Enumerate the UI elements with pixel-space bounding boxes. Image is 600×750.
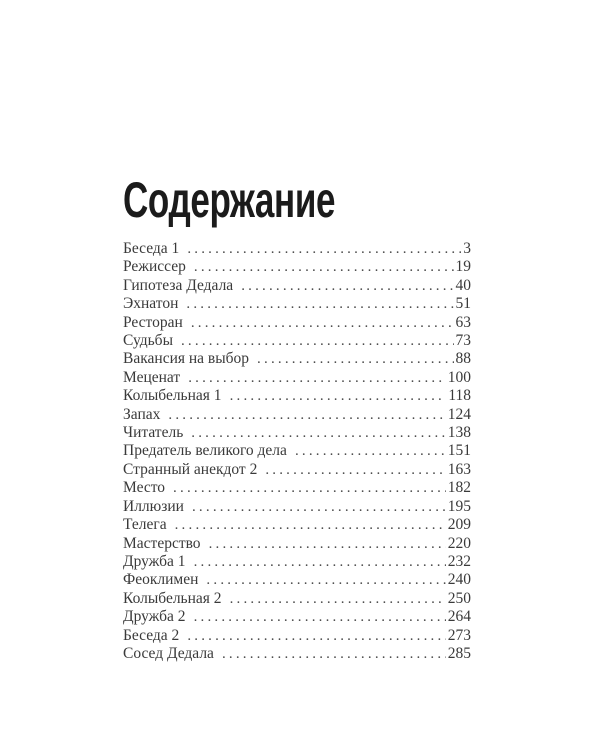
dot-leader [191, 314, 454, 332]
toc-entry-page-number: 51 [455, 295, 472, 313]
toc-entry-label: Предатель великого дела [123, 442, 287, 460]
dot-leader [241, 277, 453, 295]
dot-leader [222, 645, 446, 663]
toc-entry: Колыбельная 2 250 [123, 590, 471, 608]
toc-entry: Дружба 1 232 [123, 553, 471, 571]
toc-entry-page-number: 220 [447, 534, 471, 552]
toc-entry-page-number: 73 [455, 332, 472, 350]
toc-entry-label: Гипотеза Дедала [123, 276, 234, 294]
toc-entry: Дружба 2 264 [123, 608, 471, 626]
dot-leader [209, 535, 446, 553]
toc-entry-page-number: 100 [447, 368, 471, 386]
dot-leader [265, 461, 445, 479]
dot-leader [230, 590, 446, 608]
dot-leader [175, 516, 446, 534]
toc-entry-page-number: 240 [447, 571, 471, 589]
toc-entry-label: Феоклимен [123, 571, 199, 589]
toc-entry-page-number: 232 [447, 552, 471, 570]
dot-leader [230, 387, 447, 405]
toc-entry: Беседа 1 3 [123, 240, 471, 258]
toc-entry-page-number: 19 [455, 258, 472, 276]
dot-leader [168, 406, 445, 424]
toc-entry-label: Эхнатон [123, 295, 179, 313]
toc-entry: Колыбельная 1 118 [123, 387, 471, 405]
toc-entry-page-number: 264 [447, 608, 471, 626]
toc-entry: Место 182 [123, 479, 471, 497]
toc-entry-label: Мастерство [123, 534, 201, 552]
toc-entry-page-number: 88 [455, 350, 472, 368]
toc-entry-label: Режиссер [123, 258, 186, 276]
toc-entry-page-number: 163 [447, 460, 471, 478]
dot-leader [206, 571, 445, 589]
toc-entry: Странный анекдот 2 163 [123, 461, 471, 479]
toc-entry-label: Место [123, 479, 166, 497]
dot-leader [194, 258, 454, 276]
toc-entry-label: Телега [123, 516, 167, 534]
toc-entry-page-number: 124 [447, 405, 471, 423]
toc-entry-label: Судьбы [123, 332, 173, 350]
dot-leader [194, 608, 446, 626]
dot-leader [181, 332, 454, 350]
toc-entry-page-number: 285 [447, 644, 471, 662]
toc-entry: Судьбы 73 [123, 332, 471, 350]
toc-entry: Беседа 2 273 [123, 627, 471, 645]
dot-leader [188, 369, 446, 387]
toc-entry: Предатель великого дела 151 [123, 442, 471, 460]
toc-entry-label: Колыбельная 1 [123, 387, 222, 405]
toc-entry: Мастерство 220 [123, 535, 471, 553]
toc-entry-label: Дружба 2 [123, 608, 186, 626]
toc-list: Беседа 1 3 Режиссер 19 Гипотеза Дедала 4… [123, 240, 471, 663]
toc-entry-page-number: 118 [448, 387, 471, 405]
dot-leader [191, 424, 445, 442]
toc-entry-page-number: 273 [447, 626, 471, 644]
dot-leader [194, 553, 446, 571]
toc-entry: Телега 209 [123, 516, 471, 534]
toc-entry: Вакансия на выбор 88 [123, 350, 471, 368]
page-title: Содержание [123, 172, 336, 228]
toc-entry: Ресторан 63 [123, 314, 471, 332]
toc-entry: Запах 124 [123, 406, 471, 424]
toc-entry-page-number: 250 [447, 589, 471, 607]
toc-entry-label: Вакансия на выбор [123, 350, 250, 368]
toc-entry-label: Сосед Дедала [123, 644, 214, 662]
toc-entry: Гипотеза Дедала 40 [123, 277, 471, 295]
dot-leader [295, 442, 446, 460]
toc-entry-page-number: 138 [447, 424, 471, 442]
toc-entry-page-number: 151 [447, 442, 471, 460]
toc-entry-page-number: 40 [455, 276, 472, 294]
dot-leader [173, 479, 446, 497]
toc-entry-page-number: 3 [463, 240, 471, 257]
toc-entry-page-number: 63 [455, 313, 472, 331]
toc-entry: Эхнатон 51 [123, 295, 471, 313]
dot-leader [187, 240, 461, 258]
toc-entry-label: Запах [123, 405, 161, 423]
dot-leader [186, 295, 453, 313]
toc-entry: Сосед Дедала 285 [123, 645, 471, 663]
toc-entry: Читатель 138 [123, 424, 471, 442]
toc-entry-label: Иллюзии [123, 497, 184, 515]
toc-entry: Режиссер 19 [123, 258, 471, 276]
table-of-contents: Содержание Беседа 1 3 Режиссер 19 Гипоте… [123, 175, 471, 663]
toc-entry-page-number: 209 [447, 516, 471, 534]
toc-entry-label: Читатель [123, 424, 184, 442]
dot-leader [192, 498, 446, 516]
toc-entry: Меценат 100 [123, 369, 471, 387]
toc-entry-label: Странный анекдот 2 [123, 460, 258, 478]
toc-entry-page-number: 195 [447, 497, 471, 515]
toc-entry-page-number: 182 [447, 479, 471, 497]
toc-entry: Иллюзии 195 [123, 498, 471, 516]
toc-entry: Феоклимен 240 [123, 571, 471, 589]
toc-entry-label: Беседа 2 [123, 626, 180, 644]
toc-entry-label: Меценат [123, 368, 181, 386]
toc-entry-label: Беседа 1 [123, 240, 180, 257]
toc-entry-label: Дружба 1 [123, 552, 186, 570]
toc-entry-label: Ресторан [123, 313, 183, 331]
dot-leader [257, 350, 453, 368]
dot-leader [187, 627, 445, 645]
toc-entry-label: Колыбельная 2 [123, 589, 222, 607]
